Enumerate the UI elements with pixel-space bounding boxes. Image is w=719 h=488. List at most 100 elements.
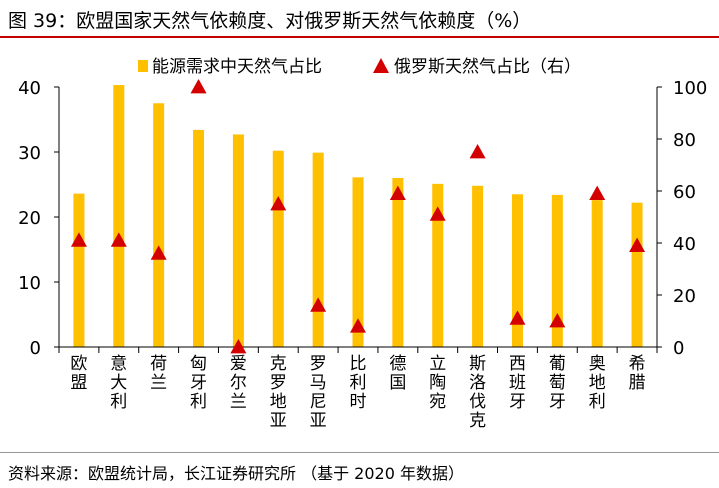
x-tick-label-char: 牙 <box>190 373 207 393</box>
x-tick-label: 荷兰 <box>150 354 167 393</box>
x-tick-label-char: 比 <box>350 354 367 374</box>
y-left-tick-label: 10 <box>18 273 41 294</box>
x-tick-label: 比利时 <box>350 354 367 412</box>
bar <box>113 85 125 348</box>
x-tick-label-char: 利 <box>350 373 367 393</box>
y-right-tick-label: 0 <box>673 338 684 359</box>
bars <box>73 85 643 348</box>
x-tick-label-char: 荷 <box>150 354 167 374</box>
x-tick-label-char: 陶 <box>429 373 446 393</box>
x-tick-label-char: 亚 <box>270 411 287 431</box>
triangle-marker <box>429 206 446 221</box>
bar <box>272 150 284 347</box>
triangle-marker <box>629 237 646 252</box>
x-tick-label-char: 国 <box>389 373 406 393</box>
bar <box>312 152 324 347</box>
triangle-marker <box>230 339 247 354</box>
bar <box>551 194 563 347</box>
x-tick-label-char: 斯 <box>469 354 486 374</box>
x-tick-label: 欧盟 <box>70 354 87 393</box>
x-tick-label-char: 兰 <box>150 373 167 393</box>
x-tick-label: 希腊 <box>629 354 646 393</box>
legend: 能源需求中天然气占比 俄罗斯天然气占比（右） <box>138 57 581 77</box>
x-tick-label-char: 盟 <box>70 373 87 393</box>
x-tick-label: 爱尔兰 <box>230 354 247 412</box>
x-tick-label-char: 西 <box>509 354 526 374</box>
x-tick-label: 克罗地亚 <box>270 354 287 431</box>
figure-source: 资料来源：欧盟统计局，长江证券研究所 （基于 2020 年数据） <box>8 464 464 483</box>
x-tick-label-char: 时 <box>350 392 367 412</box>
x-tick-label-char: 牙 <box>549 392 566 412</box>
x-tick-label-char: 德 <box>389 354 406 374</box>
x-tick-label-char: 萄 <box>549 373 566 393</box>
x-tick-label: 德国 <box>389 354 406 393</box>
bar <box>193 129 205 347</box>
x-tick-label-char: 马 <box>310 373 327 393</box>
x-tick-label-char: 洛 <box>469 373 486 393</box>
bar <box>73 193 85 347</box>
x-tick-label-char: 罗 <box>270 373 287 393</box>
figure-title: 图 39：欧盟国家天然气依赖度、对俄罗斯天然气依赖度（%） <box>8 10 532 32</box>
triangle-marker <box>469 144 486 159</box>
x-tick-label: 奥地利 <box>589 354 606 412</box>
x-tick-label-char: 地 <box>589 373 606 393</box>
bar <box>392 178 404 347</box>
x-tick-label-char: 利 <box>190 392 207 412</box>
x-tick-label-char: 克 <box>270 354 287 374</box>
chart: 能源需求中天然气占比 俄罗斯天然气占比（右） 0 10 20 30 40 0 20 40 60 80… <box>18 57 707 431</box>
bar <box>631 202 643 347</box>
x-tick-label-char: 葡 <box>549 354 566 374</box>
y-left-tick-label: 30 <box>18 143 41 164</box>
x-tick-label-char: 班 <box>509 373 526 393</box>
x-tick-label-char: 奥 <box>589 354 606 374</box>
triangle-marker <box>270 196 287 211</box>
triangle-marker <box>310 297 327 312</box>
title-rule <box>0 36 719 38</box>
y-right-tick-label: 40 <box>673 234 696 255</box>
y-right-tick-label: 100 <box>673 78 707 99</box>
bar <box>511 194 523 347</box>
bar <box>153 103 165 347</box>
triangle-marker <box>350 318 366 333</box>
x-tick-label-char: 利 <box>589 392 606 412</box>
x-tick-label-char: 尔 <box>230 373 247 393</box>
x-tick-label-char: 宛 <box>429 392 446 412</box>
triangle-marker <box>389 185 406 200</box>
x-tick-label-char: 大 <box>110 373 127 393</box>
triangle-marker <box>150 245 167 260</box>
triangle-marker <box>549 313 566 328</box>
x-tick-label: 罗马尼亚 <box>310 354 327 431</box>
x-tick-label-char: 腊 <box>629 373 646 393</box>
axes: 0 10 20 30 40 0 20 40 60 80 100 <box>18 78 707 359</box>
bar <box>472 185 484 347</box>
x-tick-label-char: 兰 <box>230 392 247 412</box>
triangle-marker <box>190 79 207 94</box>
x-tick-label-char: 牙 <box>509 392 526 412</box>
x-tick-label-char: 罗 <box>310 354 327 374</box>
triangle-marker <box>110 232 127 247</box>
y-right-tick-label: 80 <box>673 130 696 151</box>
source-rule <box>0 452 719 453</box>
triangle-marker <box>589 185 606 200</box>
y-left-tick-label: 20 <box>18 208 41 229</box>
x-tick-label-char: 亚 <box>310 411 327 431</box>
y-left-tick-label: 0 <box>30 338 41 359</box>
y-right-tick-label: 60 <box>673 182 696 203</box>
legend-bar-label: 能源需求中天然气占比 <box>152 57 322 77</box>
x-tick-label-char: 爱 <box>230 354 247 374</box>
y-right-tick-label: 20 <box>673 286 696 307</box>
bar <box>591 200 603 347</box>
triangle-marker <box>509 310 526 325</box>
labels: 欧盟意大利荷兰匈牙利爱尔兰克罗地亚罗马尼亚比利时德国立陶宛斯洛伐克西班牙葡萄牙奥… <box>70 354 645 431</box>
x-tick-label-char: 利 <box>110 392 127 412</box>
x-tick-label: 西班牙 <box>509 354 526 412</box>
legend-triangle-swatch <box>373 58 389 73</box>
x-tick-label: 意大利 <box>110 354 127 412</box>
markers <box>70 79 646 354</box>
x-tick-label: 斯洛伐克 <box>469 354 486 431</box>
legend-bar-swatch <box>138 60 148 72</box>
legend-triangle-label: 俄罗斯天然气占比（右） <box>394 57 581 77</box>
x-tick-label: 匈牙利 <box>190 354 207 412</box>
x-tick-label-char: 克 <box>469 411 486 431</box>
x-tick-label-char: 立 <box>429 354 446 374</box>
